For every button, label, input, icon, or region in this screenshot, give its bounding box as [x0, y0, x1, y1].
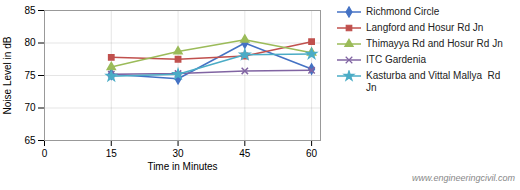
- svg-text:85: 85: [24, 5, 36, 16]
- svg-text:Noise Level in dB: Noise Level in dB: [2, 36, 13, 114]
- svg-text:15: 15: [106, 148, 118, 159]
- html-text:Richmond Circle: Richmond Circle: [366, 6, 440, 17]
- html-text:Langford and Hosur Rd Jn: Langford and Hosur Rd Jn: [366, 22, 484, 33]
- svg-text:60: 60: [306, 148, 318, 159]
- svg-text:75: 75: [24, 70, 36, 81]
- svg-text:30: 30: [172, 148, 184, 159]
- svg-text:80: 80: [24, 37, 36, 48]
- html-text:Thimayya Rd and Hosur Rd Jn: Thimayya Rd and Hosur Rd Jn: [366, 38, 503, 49]
- svg-text:65: 65: [24, 135, 36, 146]
- html-text:Kasturba and Vittal Mallya Rd: Kasturba and Vittal Mallya Rd Jn: [366, 70, 501, 93]
- html-text:www.engineeringcivil.com: www.engineeringcivil.com: [412, 173, 515, 183]
- svg-text:Time in Minutes: Time in Minutes: [147, 161, 217, 172]
- svg-text:0: 0: [42, 148, 48, 159]
- html-text:ITC Gardenia: ITC Gardenia: [366, 54, 426, 65]
- svg-text:45: 45: [239, 148, 251, 159]
- svg-text:70: 70: [24, 102, 36, 113]
